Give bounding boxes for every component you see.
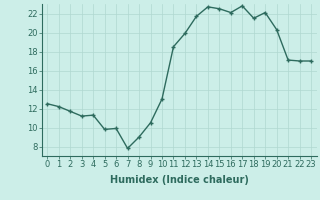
- X-axis label: Humidex (Indice chaleur): Humidex (Indice chaleur): [110, 175, 249, 185]
